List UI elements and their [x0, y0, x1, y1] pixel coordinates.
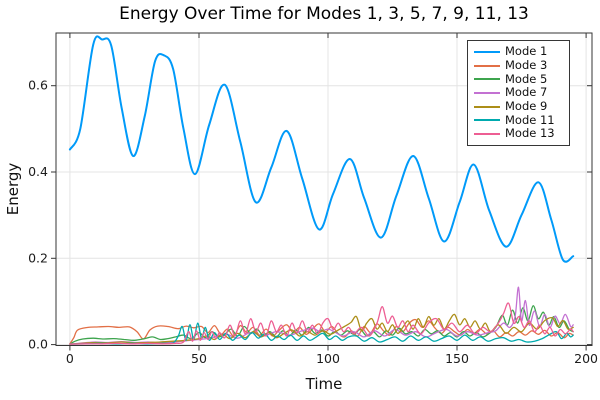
y-axis-label: Energy: [4, 162, 22, 216]
x-tick-label: 50: [191, 351, 207, 366]
legend-label: Mode 3: [505, 57, 548, 72]
series-line-mode-5: [69, 305, 574, 345]
legend-item: Mode 9: [474, 98, 563, 113]
plot-frame: [55, 32, 593, 346]
chart-title: Energy Over Time for Modes 1, 3, 5, 7, 9…: [119, 4, 529, 24]
legend-item: Mode 1: [474, 46, 563, 58]
legend-line-swatch: [474, 64, 500, 67]
legend-label: Mode 9: [505, 98, 548, 113]
y-tick-label: 0.2: [28, 250, 48, 265]
legend-label: Mode 5: [505, 71, 548, 86]
legend-label: Mode 11: [505, 112, 555, 127]
y-tick-label: 0.0: [28, 337, 48, 352]
legend-line-swatch: [474, 133, 500, 136]
legend-line-swatch: [474, 50, 500, 53]
legend-label: Mode 1: [505, 44, 548, 59]
legend-label: Mode 13: [505, 126, 555, 141]
x-tick-label: 200: [574, 351, 598, 366]
series-line-mode-1: [68, 35, 575, 263]
legend: Mode 1 Mode 3 Mode 5 Mode 7 Mode 9 Mode 11 Mod…: [467, 40, 570, 146]
series-line-mode-13: [69, 302, 574, 345]
legend-item: Mode 5: [474, 71, 563, 86]
x-tick-label: 150: [445, 351, 469, 366]
legend-item: Mode 11: [474, 112, 563, 127]
series-line-mode-11: [69, 322, 574, 345]
legend-line-swatch: [474, 119, 500, 122]
legend-line-swatch: [474, 105, 500, 108]
legend-label: Mode 7: [505, 85, 548, 100]
legend-item: Mode 7: [474, 87, 563, 99]
x-axis-label: Time: [305, 375, 343, 393]
x-tick-label: 100: [316, 351, 340, 366]
legend-line-swatch: [474, 78, 500, 81]
y-tick-label: 0.4: [28, 164, 48, 179]
legend-item: Mode 13: [474, 128, 563, 140]
x-tick-label: 0: [66, 351, 74, 366]
legend-line-swatch: [474, 92, 500, 94]
legend-item: Mode 3: [474, 57, 563, 72]
y-tick-label: 0.6: [28, 78, 48, 93]
